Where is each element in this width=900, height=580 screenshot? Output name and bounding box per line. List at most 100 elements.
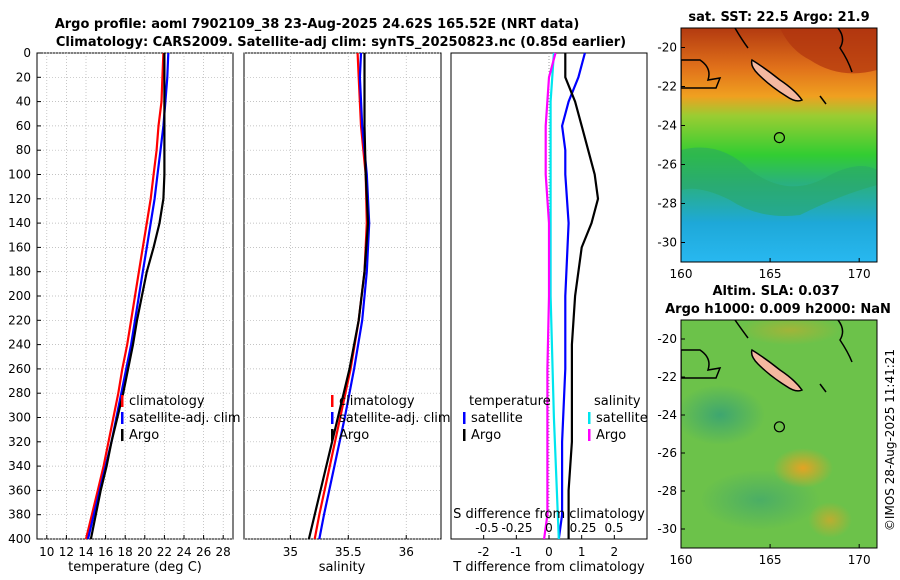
series-line-argo — [307, 53, 370, 540]
depth-tick-label: 260 — [8, 362, 31, 376]
imos-credit: ©IMOS 28-Aug-2025 11:41:21 — [883, 349, 897, 531]
x-tick-label: 20 — [137, 545, 152, 559]
legend-marker-satellite — [121, 412, 124, 424]
legend-marker-satellite — [331, 412, 334, 424]
legend-marker-climatology — [121, 395, 124, 407]
map-x-tick-label: 160 — [670, 267, 693, 281]
depth-tick-label: 80 — [16, 143, 31, 157]
salinity-tick-labels: 35 35.5 36 — [283, 535, 414, 559]
difference-panel: -2 -1 0 1 2 T difference from climatology S … — [450, 52, 648, 575]
difference-series — [543, 52, 600, 540]
x-tick-label: 26 — [196, 545, 211, 559]
difference-legend: temperature satellite Argo salinity sate… — [463, 394, 648, 443]
x-tick-label: 35.5 — [335, 545, 362, 559]
map-y-tick-label: -22 — [657, 370, 677, 384]
map-y-tick-label: -28 — [657, 197, 677, 211]
sst-map-ticks: 160 165 170 -20 -22 -24 -26 -28 -30 — [657, 41, 870, 282]
figure-title-line-1: Argo profile: aoml 7902109_38 23-Aug-202… — [55, 17, 580, 32]
sla-warm-eddy-north — [740, 320, 840, 345]
map-y-tick-label: -26 — [657, 446, 677, 460]
legend-label-temperature-satellite: satellite — [471, 411, 523, 426]
map-y-tick-label: -26 — [657, 158, 677, 172]
legend-marker-climatology — [331, 395, 334, 407]
coastline-australia — [681, 59, 722, 89]
circle-marker-float — [773, 421, 786, 433]
depth-tick-label: 20 — [16, 70, 31, 84]
coastline-northeast — [734, 28, 853, 105]
series-line-salinity-satellite — [549, 52, 560, 540]
temperature-grid — [37, 52, 233, 540]
salinity-axis-label: salinity — [319, 560, 366, 575]
legend-label-argo: Argo — [339, 428, 369, 443]
salinity-axes-box — [243, 52, 442, 540]
depth-tick-label: 180 — [8, 265, 31, 279]
legend-marker-temperature-satellite — [463, 412, 466, 424]
depth-tick-label: 320 — [8, 435, 31, 449]
depth-tick-label: 380 — [8, 508, 31, 522]
depth-tick-label: 60 — [16, 119, 31, 133]
x-tick-label: 12 — [59, 545, 74, 559]
x-tick-label: 22 — [157, 545, 172, 559]
series-line-climatology — [84, 52, 165, 540]
s-difference-tick-label: 0.5 — [604, 521, 623, 535]
legend-label-temperature-argo: Argo — [471, 428, 501, 443]
depth-tick-label: 340 — [8, 459, 31, 473]
sla-cool-eddy-west — [681, 385, 765, 445]
depth-tick-label: 120 — [8, 192, 31, 206]
legend-marker-temperature-argo — [463, 429, 466, 441]
depth-tick-label: 100 — [8, 168, 31, 182]
legend-label-climatology: climatology — [339, 394, 415, 409]
sst-green-tongue — [681, 147, 877, 216]
s-difference-tick-labels: -0.5 -0.25 0 0.25 0.5 — [475, 521, 623, 535]
map-x-tick-label: 165 — [759, 553, 782, 567]
x-tick-label: 16 — [98, 545, 113, 559]
map-x-tick-label: 160 — [670, 553, 693, 567]
series-line-temperature-satellite — [557, 52, 586, 540]
legend-label-satellite: satellite-adj. clim — [129, 411, 241, 426]
s-difference-tick-label: 0.25 — [570, 521, 597, 535]
coastline-australia — [681, 349, 722, 379]
series-line-argo — [89, 53, 166, 540]
x-tick-label: 1 — [578, 545, 586, 559]
sla-warm-eddy — [773, 448, 833, 488]
figure-title-line-2: Climatology: CARS2009. Satellite-adj cli… — [56, 35, 626, 50]
legend-marker-argo — [331, 429, 334, 441]
salinity-series — [307, 52, 371, 540]
map-y-tick-label: -30 — [657, 236, 677, 250]
legend-title-temperature: temperature — [469, 394, 551, 409]
sla-map-panel: Altim. SLA: 0.037 Argo h1000: 0.009 h200… — [657, 284, 890, 567]
sst-map-panel: sat. SST: 22.5 Argo: 21.9 160 165 170 -20 -2… — [657, 10, 878, 282]
s-difference-tick-label: 0 — [545, 521, 553, 535]
x-tick-label: 28 — [216, 545, 231, 559]
s-difference-tick-label: -0.5 — [475, 521, 498, 535]
depth-tick-labels: 0 20 40 60 80 100 120 140 160 180 200 220 240 260 280 3… — [8, 46, 455, 546]
sla-map-ticks: 160 165 170 -20 -22 -24 -26 -28 -30 — [657, 332, 870, 567]
coastline-new-caledonia — [750, 348, 804, 392]
legend-label-salinity-satellite: satellite — [596, 411, 648, 426]
sla-map-frame — [680, 319, 878, 549]
depth-tick-label: 220 — [8, 313, 31, 327]
series-line-satellite-adj-clim — [318, 52, 371, 540]
map-y-tick-label: -30 — [657, 522, 677, 536]
depth-tick-label: 300 — [8, 411, 31, 425]
depth-tick-label: 400 — [8, 532, 31, 546]
x-tick-label: -1 — [510, 545, 522, 559]
depth-tick-label: 0 — [23, 46, 31, 60]
temperature-panel: 0 20 40 60 80 100 120 140 160 180 200 220 240 260 280 3… — [8, 46, 455, 575]
x-tick-label: 14 — [78, 545, 93, 559]
legend-marker-salinity-satellite — [588, 412, 591, 424]
salinity-panel: 35 35.5 36 salinity climatology satellite-… — [243, 52, 451, 575]
legend-label-satellite: satellite-adj. clim — [339, 411, 451, 426]
series-line-salinity-argo — [543, 52, 557, 540]
map-x-tick-label: 165 — [759, 267, 782, 281]
map-y-tick-label: -20 — [657, 332, 677, 346]
map-x-tick-label: 170 — [848, 267, 871, 281]
x-tick-label: 10 — [39, 545, 54, 559]
difference-tick-labels: -2 -1 0 1 2 — [478, 535, 618, 559]
map-y-tick-label: -22 — [657, 80, 677, 94]
x-tick-label: 35 — [283, 545, 298, 559]
legend-label-argo: Argo — [129, 428, 159, 443]
temperature-axis-label: temperature (deg C) — [68, 560, 202, 575]
map-y-tick-label: -28 — [657, 484, 677, 498]
